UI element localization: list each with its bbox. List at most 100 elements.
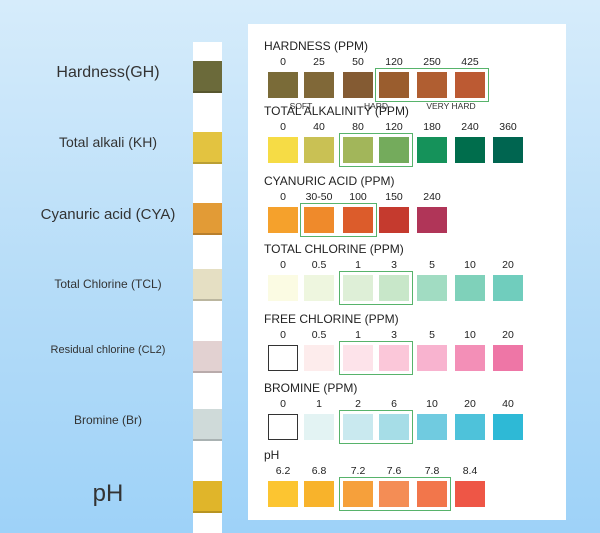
color-swatch [268,414,298,440]
hardness-range-label: VERY HARD [426,101,476,111]
color-swatch [304,275,334,301]
strip-label-3: Total Chlorine (TCL) [54,276,162,291]
color-swatch [268,207,298,233]
color-swatch [304,72,334,98]
color-swatch [304,137,334,163]
color-swatch [417,72,447,98]
color-swatch [343,137,373,163]
value-label: 360 [499,121,517,133]
color-swatch [379,481,409,507]
value-label: 7.6 [386,465,402,477]
value-label: 20 [502,259,514,271]
color-swatch [417,414,447,440]
hardness-range-label: SOFT [289,101,313,111]
value-label: 10 [426,398,438,410]
strip-label-4: Residual chlorine (CL2) [50,344,166,357]
value-label: 0 [280,191,286,203]
color-swatch [304,414,334,440]
value-label: 6 [391,398,397,410]
range-highlight [339,271,413,305]
color-swatch [343,207,373,233]
color-swatch [304,345,334,371]
color-swatch [455,481,485,507]
color-swatch [268,137,298,163]
section-title-4: FREE CHLORINE (PPM) [264,312,399,326]
color-swatch [493,345,523,371]
color-swatch [343,72,373,98]
value-label: 0 [280,329,286,341]
value-label: 8.4 [462,465,478,477]
strip-label-2: Cyanuric acid (CYA) [40,205,176,223]
strip-pad-1 [193,132,222,164]
color-swatch [304,481,334,507]
value-label: 120 [385,56,403,68]
value-label: 40 [502,398,514,410]
color-swatch [493,137,523,163]
strip-pad-5 [193,409,222,441]
value-label: 30-50 [305,191,333,203]
color-swatch [268,275,298,301]
value-label: 0.5 [311,329,327,341]
color-swatch [304,207,334,233]
value-label: 240 [461,121,479,133]
value-label: 3 [391,329,397,341]
value-label: 0 [280,121,286,133]
range-highlight [375,68,489,102]
section-title-1: TOTAL ALKALINITY (PPM) [264,104,409,118]
value-label: 250 [423,56,441,68]
color-swatch [268,481,298,507]
value-label: 7.2 [350,465,366,477]
color-swatch [379,137,409,163]
color-swatch [417,481,447,507]
color-swatch [417,275,447,301]
value-label: 150 [385,191,403,203]
section-title-0: HARDNESS (PPM) [264,39,369,53]
color-swatch [268,72,298,98]
strip-label-0: Hardness(GH) [56,64,160,82]
color-swatch [343,275,373,301]
color-swatch [417,207,447,233]
color-swatch [379,72,409,98]
hardness-range-label: HARD [363,101,389,111]
section-title-3: TOTAL CHLORINE (PPM) [264,242,404,256]
value-label: 1 [355,329,361,341]
strip-pad-2 [193,203,222,235]
value-label: 10 [464,329,476,341]
value-label: 5 [429,259,435,271]
value-label: 40 [313,121,325,133]
color-swatch [455,345,485,371]
color-swatch [455,275,485,301]
value-label: 100 [349,191,367,203]
color-swatch [379,207,409,233]
test-strip [193,42,222,533]
value-label: 7.8 [424,465,440,477]
value-label: 2 [355,398,361,410]
value-label: 1 [316,398,322,410]
color-swatch [417,137,447,163]
section-title-6: pH [264,448,280,462]
value-label: 0 [280,56,286,68]
range-highlight [339,410,413,444]
value-label: 6.2 [275,465,291,477]
value-label: 180 [423,121,441,133]
value-label: 240 [423,191,441,203]
color-swatch [455,72,485,98]
value-label: 50 [352,56,364,68]
strip-pad-6 [193,481,222,513]
color-swatch [455,137,485,163]
section-title-5: BROMINE (PPM) [264,381,358,395]
value-label: 20 [464,398,476,410]
color-swatch [343,481,373,507]
value-label: 20 [502,329,514,341]
strip-pad-3 [193,269,222,301]
section-title-2: CYANURIC ACID (PPM) [264,174,395,188]
strip-label-1: Total alkali (KH) [58,134,158,151]
color-swatch [493,414,523,440]
strip-label-5: Bromine (Br) [73,412,142,427]
value-label: 0 [280,398,286,410]
value-label: 425 [461,56,479,68]
color-swatch [417,345,447,371]
strip-pad-4 [193,341,222,373]
strip-label-6: pH [92,480,124,508]
range-highlight [339,477,451,511]
